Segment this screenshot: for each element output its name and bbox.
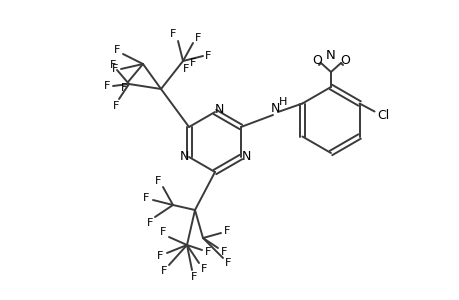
Text: F: F xyxy=(190,58,196,68)
Text: F: F xyxy=(112,64,118,74)
Text: F: F xyxy=(182,64,189,74)
Text: F: F xyxy=(195,33,201,43)
Text: F: F xyxy=(110,60,116,70)
Text: N: N xyxy=(270,101,279,115)
Text: F: F xyxy=(169,29,176,39)
Text: F: F xyxy=(113,45,120,55)
Text: F: F xyxy=(146,218,153,228)
Text: F: F xyxy=(104,81,110,91)
Text: O: O xyxy=(339,53,349,67)
Text: F: F xyxy=(224,226,230,236)
Text: O: O xyxy=(311,53,321,67)
Text: F: F xyxy=(204,51,211,61)
Text: F: F xyxy=(155,176,161,186)
Text: F: F xyxy=(201,264,207,274)
Text: N: N xyxy=(179,149,188,163)
Text: Cl: Cl xyxy=(377,109,389,122)
Text: F: F xyxy=(112,101,119,111)
Text: F: F xyxy=(190,272,197,282)
Text: N: N xyxy=(214,103,223,116)
Text: F: F xyxy=(159,227,166,237)
Text: F: F xyxy=(204,247,211,257)
Text: F: F xyxy=(142,193,149,203)
Text: N: N xyxy=(325,49,335,62)
Text: F: F xyxy=(157,251,163,261)
Text: F: F xyxy=(224,258,231,268)
Text: H: H xyxy=(278,97,286,107)
Text: F: F xyxy=(161,266,167,276)
Text: F: F xyxy=(220,247,227,257)
Text: F: F xyxy=(121,83,127,93)
Text: N: N xyxy=(241,149,250,163)
